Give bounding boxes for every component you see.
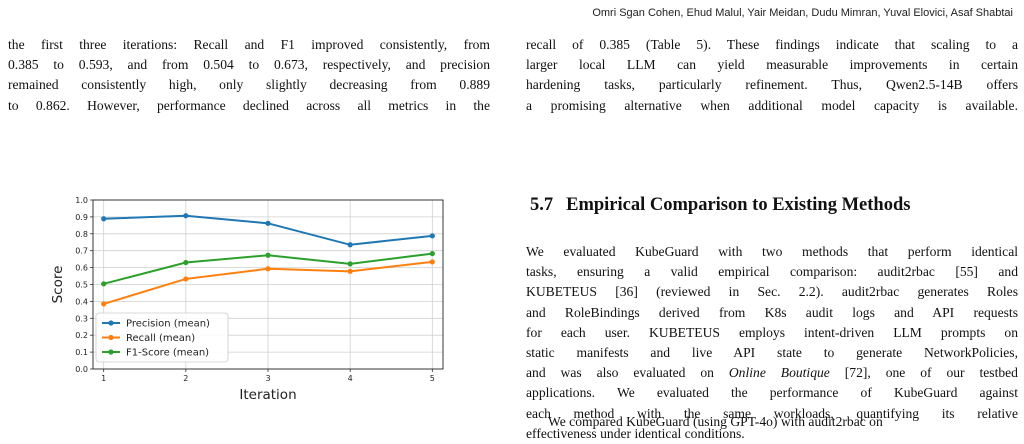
left-paragraph: the first three iterations: Recall and F… xyxy=(8,35,490,116)
x-tick-label: 4 xyxy=(348,374,353,383)
data-point xyxy=(101,281,107,287)
y-tick-label: 1.0 xyxy=(75,196,88,205)
y-tick-label: 0.8 xyxy=(75,230,88,239)
text-line: 0.385 to 0.593, and from 0.504 to 0.673,… xyxy=(8,57,490,73)
x-tick-label: 5 xyxy=(430,374,435,383)
text-span: [72], one of our testbed xyxy=(829,365,1018,381)
running-header-authors: Omri Sgan Cohen, Ehud Malul, Yair Meidan… xyxy=(592,7,1013,19)
data-point xyxy=(265,252,271,258)
data-point xyxy=(429,250,435,257)
y-axis-label: Score xyxy=(50,266,66,304)
text-line: larger local LLM can yield measurable im… xyxy=(526,57,1018,73)
data-point xyxy=(101,216,107,222)
data-point xyxy=(347,268,353,274)
legend-label: Precision (mean) xyxy=(126,319,210,330)
data-point xyxy=(183,213,189,219)
legend-label: Recall (mean) xyxy=(126,333,195,344)
section-number: 5.7 xyxy=(530,195,554,215)
data-point xyxy=(183,276,189,282)
data-point xyxy=(429,233,435,239)
y-tick-label: 0.2 xyxy=(75,331,88,340)
legend-swatch-marker xyxy=(108,334,114,341)
text-line: We compared KubeGuard (using GPT-4o) wit… xyxy=(548,414,883,429)
text-line: KUBETEUS [36] (reviewed in Sec. 2.2). au… xyxy=(526,284,1018,300)
line-chart: 0.0 0.1 0.2 0.3 0.4 0.5 0.6 0.7 0.8 0.9 1.0 1 2 3 4 5 It… xyxy=(50,196,444,403)
data-point xyxy=(265,220,271,226)
text-line: tasks, ensuring a valid empirical compar… xyxy=(526,264,1018,280)
text-line: static manifests and live API state to g… xyxy=(526,345,1018,361)
text-line: hardening tasks, particularly refinement… xyxy=(526,77,1018,93)
y-tick-label: 0.7 xyxy=(75,247,88,256)
text-line: each method with the same workloads, qua… xyxy=(526,405,1018,421)
emphasized-app-name: Online Boutique xyxy=(728,365,830,381)
y-tick-label: 0.5 xyxy=(75,281,88,290)
data-point xyxy=(347,242,353,248)
y-tick-label: 0.0 xyxy=(75,365,88,374)
data-point xyxy=(347,261,353,267)
text-line-mixed: and was also evaluated on Online Boutiqu… xyxy=(526,363,1018,383)
text-line: recall of 0.385 (Table 5). These finding… xyxy=(526,37,1018,52)
legend-swatch-marker xyxy=(108,349,114,355)
y-tick-label: 0.1 xyxy=(75,348,88,357)
data-point xyxy=(183,259,189,266)
y-tick-label: 0.9 xyxy=(75,213,88,222)
section-title: Empirical Comparison to Existing Methods xyxy=(566,195,911,215)
data-point xyxy=(429,259,435,265)
y-tick-label: 0.4 xyxy=(75,297,88,306)
text-line: applications. We evaluated the performan… xyxy=(526,385,1018,401)
x-axis-label: Iteration xyxy=(239,387,296,403)
text-line: a promising alternative when additional … xyxy=(526,97,1018,113)
text-line: to 0.862. However, performance declined … xyxy=(8,97,490,113)
y-tick-label: 0.3 xyxy=(75,314,88,323)
x-tick-label: 3 xyxy=(265,374,270,383)
data-point xyxy=(265,266,271,272)
text-line: the first three iterations: Recall and F… xyxy=(8,37,490,52)
x-tick-label: 2 xyxy=(183,374,188,383)
text-line: remained consistently high, only slightl… xyxy=(8,77,490,93)
text-line: for each user. KUBETEUS employs intent-d… xyxy=(526,324,1018,340)
legend-swatch-marker xyxy=(108,320,114,326)
text-span: and was also evaluated on xyxy=(526,365,729,381)
text-line: and RoleBindings derived from K8s audit … xyxy=(526,304,1018,320)
plot-frame xyxy=(92,199,444,370)
text-line: We evaluated KubeGuard with two methods … xyxy=(526,244,1018,259)
x-tick-label: 1 xyxy=(101,374,106,383)
y-tick-label: 0.6 xyxy=(75,264,88,273)
legend-box xyxy=(95,312,229,363)
right-paragraph-top: recall of 0.385 (Table 5). These finding… xyxy=(526,35,1018,116)
section-heading: 5.7 Empirical Comparison to Existing Meth… xyxy=(530,195,910,216)
legend-label: F1-Score (mean) xyxy=(126,348,209,359)
data-point xyxy=(101,301,107,307)
